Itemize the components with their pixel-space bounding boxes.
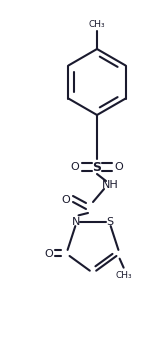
Text: CH₃: CH₃ <box>89 19 105 28</box>
Text: O: O <box>44 249 53 258</box>
Text: O: O <box>62 195 70 205</box>
Text: O: O <box>71 162 79 172</box>
Text: NH: NH <box>102 180 118 190</box>
Text: O: O <box>115 162 123 172</box>
Text: S: S <box>106 217 113 228</box>
Text: S: S <box>93 161 101 174</box>
Text: N: N <box>72 217 81 228</box>
Text: CH₃: CH₃ <box>115 271 132 280</box>
